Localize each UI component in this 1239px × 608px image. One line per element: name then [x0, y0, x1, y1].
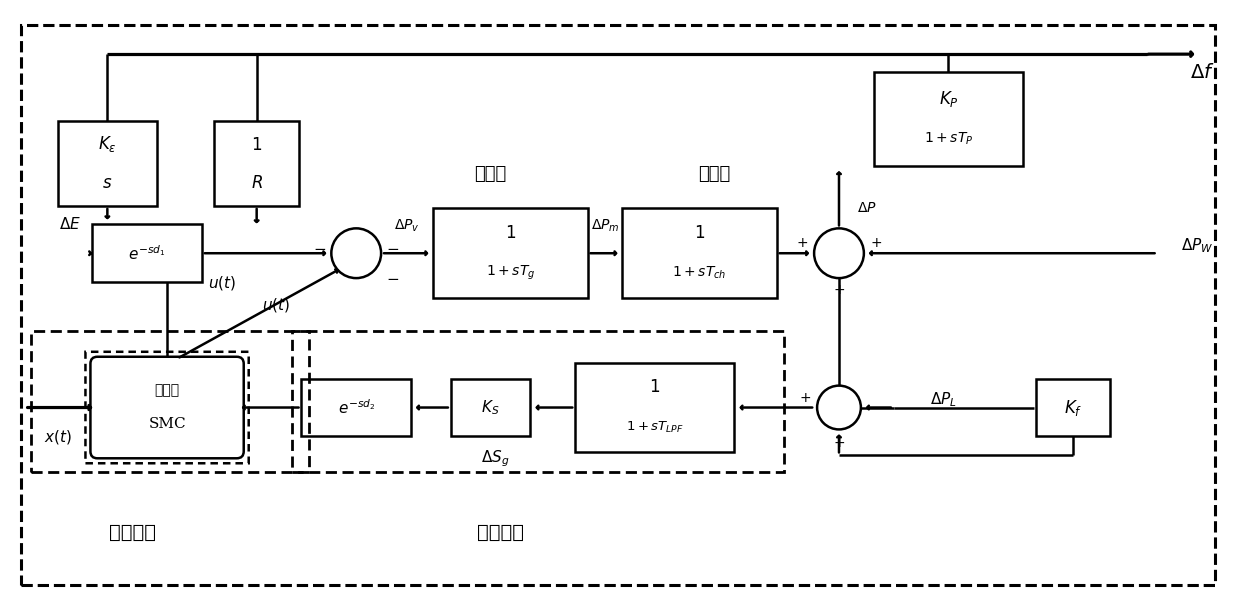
- Text: SMC: SMC: [149, 418, 186, 432]
- Bar: [434, 209, 587, 298]
- Text: $1$: $1$: [694, 225, 705, 242]
- Text: 滑模控制: 滑模控制: [109, 522, 156, 542]
- Circle shape: [814, 229, 864, 278]
- Text: $x(t)$: $x(t)$: [43, 429, 72, 446]
- Bar: [57, 122, 157, 206]
- Text: $\Delta P_m$: $\Delta P_m$: [591, 217, 620, 233]
- Text: $s$: $s$: [102, 175, 113, 192]
- Text: $\Delta f$: $\Delta f$: [1189, 63, 1214, 81]
- Text: $u(t)$: $u(t)$: [263, 296, 291, 314]
- Text: $\Delta P_W$: $\Delta P_W$: [1181, 236, 1213, 255]
- Text: $-$: $-$: [387, 241, 400, 255]
- Text: $+$: $+$: [833, 283, 845, 297]
- Text: $+$: $+$: [799, 390, 812, 404]
- Text: $K_{\varepsilon}$: $K_{\varepsilon}$: [98, 134, 116, 154]
- Text: $\Delta P_L$: $\Delta P_L$: [930, 390, 957, 409]
- Bar: [622, 209, 777, 298]
- Text: $\Delta S_g$: $\Delta S_g$: [481, 448, 509, 469]
- Text: $1$: $1$: [506, 225, 517, 242]
- Text: $K_f$: $K_f$: [1064, 398, 1082, 418]
- Text: 调速器: 调速器: [475, 165, 507, 182]
- Text: 前馈控制: 前馈控制: [477, 522, 524, 542]
- Text: $+$: $+$: [797, 237, 808, 250]
- Text: $-$: $-$: [387, 271, 400, 285]
- Bar: [451, 379, 530, 437]
- Text: $K_{P}$: $K_{P}$: [939, 89, 959, 109]
- Bar: [873, 72, 1023, 166]
- Text: 自适应: 自适应: [155, 384, 180, 398]
- Text: $e^{-sd_2}$: $e^{-sd_2}$: [337, 398, 375, 417]
- Circle shape: [331, 229, 382, 278]
- Text: $K_S$: $K_S$: [482, 398, 499, 417]
- Circle shape: [817, 385, 861, 429]
- Text: $u(t)$: $u(t)$: [208, 274, 235, 292]
- Text: $-$: $-$: [312, 241, 326, 255]
- Text: $\Delta P_v$: $\Delta P_v$: [394, 217, 420, 233]
- Text: $\Delta P$: $\Delta P$: [857, 201, 877, 215]
- Text: $R$: $R$: [250, 175, 263, 192]
- Text: $1+sT_{g}$: $1+sT_{g}$: [486, 264, 535, 282]
- Text: $1$: $1$: [252, 137, 263, 154]
- FancyBboxPatch shape: [90, 357, 244, 458]
- Bar: [31, 331, 310, 472]
- Bar: [93, 224, 202, 282]
- Text: 发电机: 发电机: [699, 165, 731, 182]
- Text: $1+sT_{LPF}$: $1+sT_{LPF}$: [626, 420, 684, 435]
- Text: $+$: $+$: [833, 437, 845, 451]
- Bar: [301, 379, 411, 437]
- Bar: [214, 122, 299, 206]
- Bar: [1036, 379, 1110, 437]
- Text: $+$: $+$: [870, 237, 882, 250]
- Text: $1+sT_{ch}$: $1+sT_{ch}$: [673, 265, 727, 282]
- Bar: [291, 331, 784, 472]
- Text: $\Delta E$: $\Delta E$: [58, 216, 81, 232]
- Text: $e^{-sd_1}$: $e^{-sd_1}$: [129, 244, 166, 263]
- Bar: [575, 363, 735, 452]
- Text: $1+sT_{P}$: $1+sT_{P}$: [924, 131, 973, 147]
- Text: $1$: $1$: [649, 379, 660, 396]
